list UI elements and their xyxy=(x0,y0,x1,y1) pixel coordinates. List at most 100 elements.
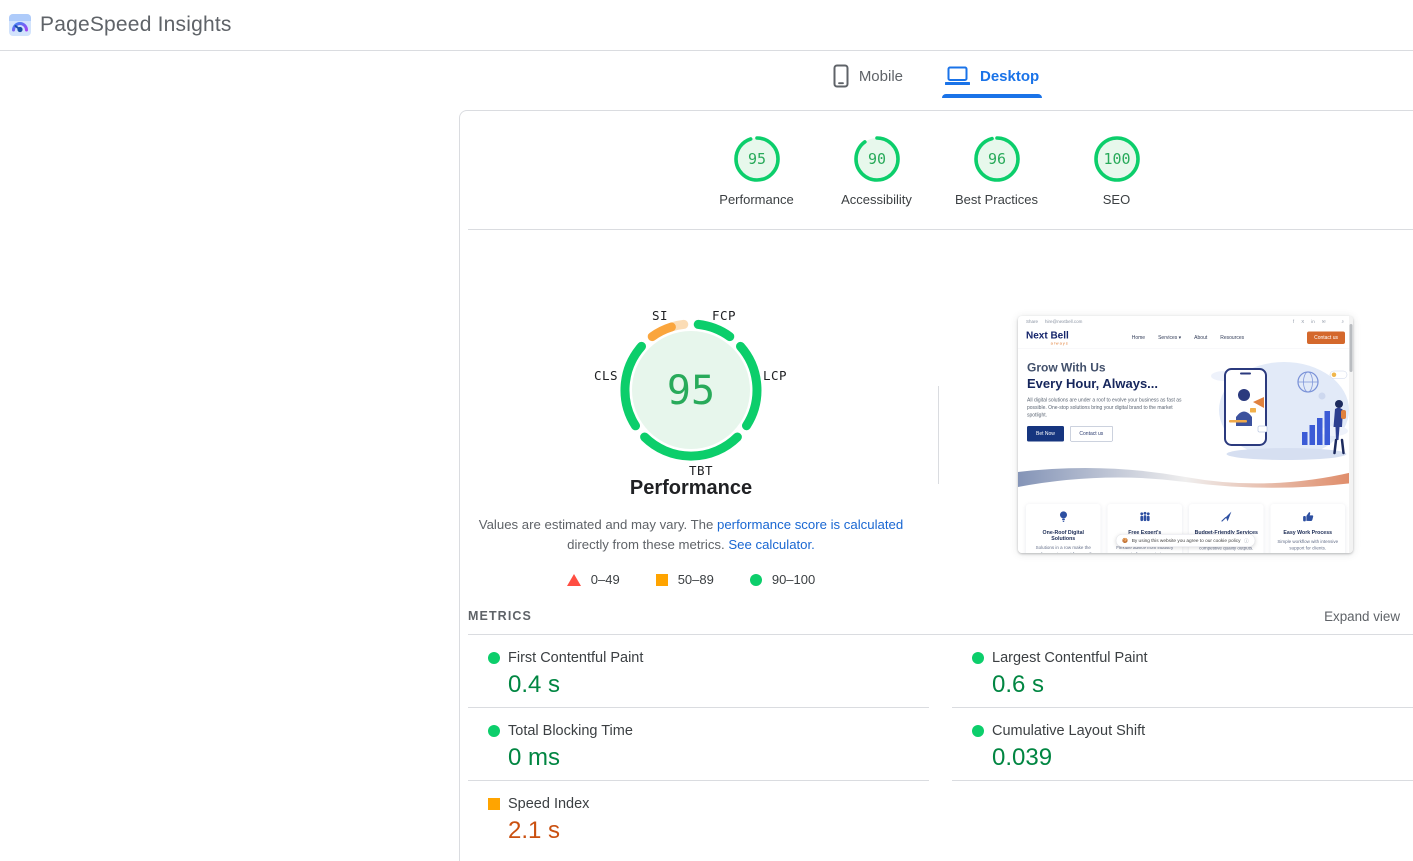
green-circle-icon xyxy=(488,725,500,737)
scrollbar-thumb xyxy=(1350,324,1353,372)
performance-gauge: 95 xyxy=(611,310,771,470)
gauge-label-fcp: FCP xyxy=(712,308,736,323)
preview-social-icons: f X in ✉ ⌕ xyxy=(1293,319,1344,325)
metric-cumulative-layout-shift: Cumulative Layout Shift 0.039 xyxy=(952,708,1413,781)
feature-card: One-Roof Digital Solutions Solutions in … xyxy=(1026,504,1101,553)
metric-speed-index: Speed Index 2.1 s xyxy=(468,781,929,854)
app-header: PageSpeed Insights xyxy=(0,0,1413,51)
tab-mobile-label: Mobile xyxy=(859,68,903,85)
team-icon xyxy=(1138,510,1151,523)
wave-divider xyxy=(1018,468,1353,496)
score-label: Accessibility xyxy=(841,192,912,207)
disclaimer-text: Values are estimated and may vary. The p… xyxy=(471,515,911,555)
linkedin-icon: in xyxy=(1311,319,1315,325)
svg-text:90: 90 xyxy=(867,150,885,168)
orange-square-icon xyxy=(488,798,500,810)
facebook-icon: f xyxy=(1293,319,1294,325)
hand-icon xyxy=(1301,510,1314,523)
legend-average: 50–89 xyxy=(656,572,714,587)
pagespeed-logo-icon[interactable] xyxy=(9,14,31,36)
svg-text:96: 96 xyxy=(987,150,1005,168)
report-card: 95 Performance 90 Accessibility 96 Best … xyxy=(459,110,1413,861)
preview-site: Share hire@nextbell.com f X in ✉ ⌕ Next … xyxy=(1018,316,1353,553)
red-triangle-icon xyxy=(567,574,581,586)
metric-first-contentful-paint: First Contentful Paint 0.4 s xyxy=(468,635,929,708)
gauge-label-lcp: LCP xyxy=(763,368,787,383)
metric-value: 0.039 xyxy=(992,744,1413,772)
see-calculator-link[interactable]: See calculator. xyxy=(728,537,815,552)
feature-card: Easy Work Process Simple workflow with i… xyxy=(1271,504,1346,553)
divider xyxy=(468,229,1413,230)
legend-range: 90–100 xyxy=(772,572,815,587)
desktop-laptop-icon xyxy=(945,65,970,87)
preview-nav-resources: Resources xyxy=(1220,335,1244,341)
score-calc-link[interactable]: performance score is calculated xyxy=(717,517,903,532)
score-label: Performance xyxy=(719,192,793,207)
metrics-grid: First Contentful Paint 0.4 s Largest Con… xyxy=(468,634,1413,854)
preview-nav-about: About xyxy=(1194,335,1207,341)
vertical-divider xyxy=(938,386,939,484)
score-best-practices[interactable]: 96 Best Practices xyxy=(942,135,1052,207)
green-circle-icon xyxy=(488,652,500,664)
app-title[interactable]: PageSpeed Insights xyxy=(40,13,232,37)
preview-secondary-button: Contact us xyxy=(1070,426,1113,442)
gauge-label-cls: CLS xyxy=(594,368,618,383)
twitter-icon: X xyxy=(1301,319,1304,325)
score-performance[interactable]: 95 Performance xyxy=(702,135,812,207)
category-scores: 95 Performance 90 Accessibility 96 Best … xyxy=(460,135,1413,207)
search-icon: ⌕ xyxy=(1341,319,1344,325)
preview-scrollbar xyxy=(1349,316,1353,553)
performance-title: Performance xyxy=(460,477,922,500)
tab-desktop-label: Desktop xyxy=(980,68,1039,85)
disclaimer-part-1: Values are estimated and may vary. The xyxy=(479,517,717,532)
legend-fail: 0–49 xyxy=(567,572,620,587)
green-circle-icon xyxy=(750,574,762,586)
expand-view-button[interactable]: Expand view xyxy=(1324,609,1400,624)
metric-value: 0 ms xyxy=(508,744,929,772)
preview-primary-button: Bet Now xyxy=(1027,426,1064,442)
legend-range: 0–49 xyxy=(591,572,620,587)
preview-topbar-email: hire@nextbell.com xyxy=(1045,319,1082,324)
mail-icon: ✉ xyxy=(1322,319,1326,325)
gauge-label-si: SI xyxy=(652,308,668,323)
metric-empty-cell xyxy=(952,781,1413,854)
tab-desktop[interactable]: Desktop xyxy=(942,51,1042,101)
preview-nav-home: Home xyxy=(1132,335,1145,341)
score-accessibility[interactable]: 90 Accessibility xyxy=(822,135,932,207)
score-ring: 95 xyxy=(733,135,781,183)
rocket-icon xyxy=(1220,510,1233,523)
cookie-banner: 🍪 By using this website you agree to our… xyxy=(1116,534,1255,547)
tab-mobile[interactable]: Mobile xyxy=(830,51,906,101)
green-circle-icon xyxy=(972,725,984,737)
metric-value: 0.6 s xyxy=(992,671,1413,699)
score-label: SEO xyxy=(1103,192,1130,207)
info-icon: ⓘ xyxy=(1244,537,1249,544)
mobile-phone-icon xyxy=(833,64,849,88)
device-tabs: Mobile Desktop xyxy=(459,51,1413,101)
gauge-label-tbt: TBT xyxy=(689,463,713,478)
preview-nav-services: Services ▾ xyxy=(1158,335,1181,341)
score-legend: 0–49 50–89 90–100 xyxy=(460,572,922,587)
legend-range: 50–89 xyxy=(678,572,714,587)
orange-square-icon xyxy=(656,574,668,586)
score-ring: 100 xyxy=(1093,135,1141,183)
final-screenshot-thumbnail[interactable]: Share hire@nextbell.com f X in ✉ ⌕ Next … xyxy=(1018,316,1353,553)
preview-nav: Home Services ▾ About Resources xyxy=(1069,335,1307,341)
green-circle-icon xyxy=(972,652,984,664)
bulb-icon xyxy=(1057,510,1070,523)
score-seo[interactable]: 100 SEO xyxy=(1062,135,1172,207)
score-ring: 90 xyxy=(853,135,901,183)
metrics-section: METRICS Expand view First Contentful Pai… xyxy=(468,609,1413,854)
svg-text:100: 100 xyxy=(1103,150,1130,168)
preview-paragraph: All digital solutions are under a roof t… xyxy=(1027,397,1187,420)
preview-topbar-item: Share xyxy=(1026,319,1038,324)
metrics-heading: METRICS xyxy=(468,609,1413,623)
score-label: Best Practices xyxy=(955,192,1038,207)
svg-text:95: 95 xyxy=(747,150,765,168)
metric-value: 0.4 s xyxy=(508,671,929,699)
hero-illustration xyxy=(1194,356,1350,463)
preview-hero: Grow With Us Every Hour, Always... All d… xyxy=(1018,349,1353,468)
preview-header: Next Bell always Home Services ▾ About R… xyxy=(1018,327,1353,349)
gauge-score: 95 xyxy=(667,368,715,414)
preview-logo: Next Bell always xyxy=(1026,330,1069,345)
